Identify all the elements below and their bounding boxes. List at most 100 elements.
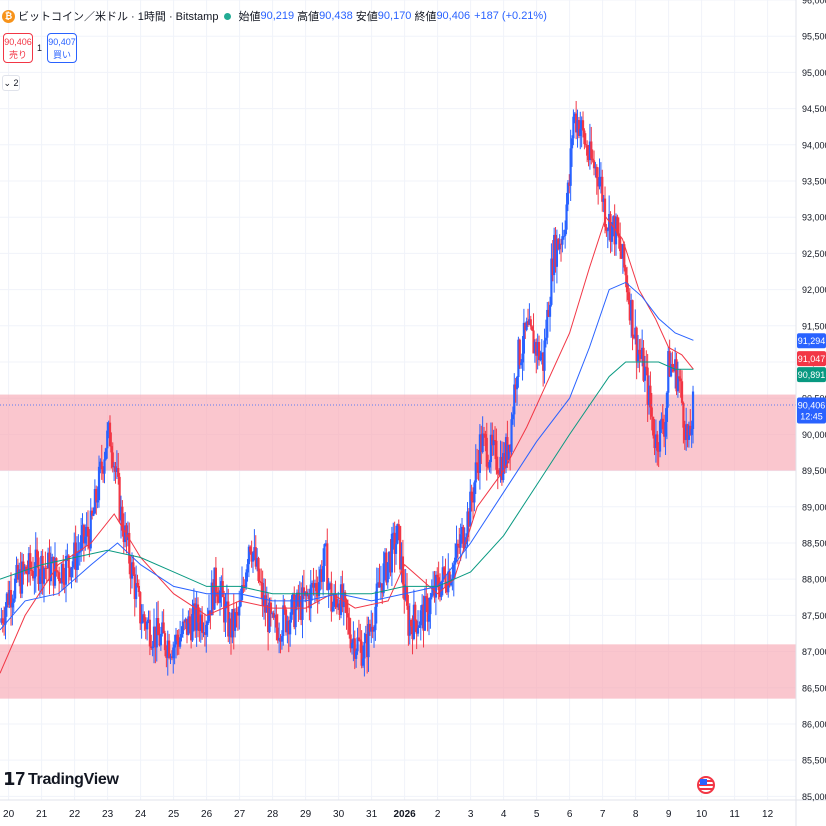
candle-body: [115, 468, 118, 472]
candle-body: [624, 267, 627, 276]
candle-body: [30, 569, 33, 571]
x-tick-label: 6: [567, 809, 573, 820]
candle-body: [154, 626, 157, 648]
candle-body: [540, 352, 543, 357]
candle-body: [484, 434, 487, 438]
candle-body: [353, 638, 356, 659]
candle-body: [85, 526, 88, 537]
x-tick-label: 10: [696, 809, 708, 820]
candle-body: [333, 593, 336, 607]
x-tick-label: 30: [333, 809, 345, 820]
candle-body: [518, 339, 521, 366]
candle-body: [580, 120, 583, 129]
candle-body: [129, 563, 132, 579]
candle-body: [118, 476, 121, 521]
us-flag-icon[interactable]: [697, 776, 715, 794]
candle-body: [235, 612, 238, 614]
candle-body: [181, 621, 184, 635]
candle-body: [502, 453, 505, 481]
candle-body: [209, 610, 212, 616]
sell-button[interactable]: 90,406 売り: [3, 33, 33, 63]
buy-button[interactable]: 90,407 買い: [47, 33, 77, 63]
candle-body: [628, 300, 631, 321]
x-tick-label: 12: [762, 809, 774, 820]
y-tick-label: 86,500: [802, 683, 826, 693]
symbol-title[interactable]: ビットコイン／米ドル · 1時間 · Bitstamp: [18, 11, 219, 23]
candle-body: [58, 572, 61, 582]
chart-header: ₿ ビットコイン／米ドル · 1時間 · Bitstamp 始値 90,219 高…: [0, 6, 547, 26]
x-tick-label: 4: [501, 809, 507, 820]
candle-body: [121, 506, 124, 531]
buy-label: 買い: [52, 50, 71, 60]
y-tick-label: 92,000: [802, 285, 826, 295]
candle-body: [455, 543, 458, 558]
candle-body: [203, 632, 206, 635]
candle-body: [438, 590, 442, 598]
candle-body: [22, 561, 25, 571]
candle-body: [140, 622, 143, 624]
candle-body: [78, 551, 81, 553]
indicators-toggle-button[interactable]: ⌄ 2: [2, 75, 20, 91]
candle-body: [364, 633, 367, 643]
candle-body: [96, 500, 99, 503]
y-tick-label: 93,000: [802, 213, 826, 223]
price-tag-label: 91,294: [798, 336, 826, 346]
candle-body: [605, 226, 608, 231]
tradingview-logo[interactable]: 𝟭7 TradingView: [3, 769, 119, 790]
candle-body: [163, 633, 167, 651]
candle-body: [264, 595, 267, 613]
candle-body: [114, 466, 117, 472]
candle-body: [379, 583, 382, 588]
candle-body: [166, 640, 169, 658]
candle-body: [547, 309, 550, 317]
candle-body: [213, 567, 216, 610]
candle-body: [492, 440, 495, 446]
y-tick-label: 92,500: [802, 249, 826, 259]
candle-body: [586, 145, 589, 156]
candle-body: [224, 604, 227, 623]
candle-body: [366, 633, 369, 658]
candle-body: [597, 178, 600, 187]
candle-body: [93, 489, 96, 514]
candle-body: [42, 567, 46, 584]
candle-body: [554, 234, 557, 267]
price-tag-label: 91,047: [798, 354, 826, 364]
candle-body: [498, 473, 501, 475]
candle-body: [493, 440, 497, 442]
x-tick-label: 5: [534, 809, 540, 820]
y-tick-label: 87,500: [802, 611, 826, 621]
candle-body: [99, 461, 102, 467]
x-tick-label: 7: [600, 809, 606, 820]
candle-body: [660, 418, 663, 422]
y-tick-label: 94,500: [802, 104, 826, 114]
candle-body: [4, 607, 7, 625]
candle-body: [110, 446, 113, 453]
y-tick-label: 95,500: [802, 32, 826, 42]
candle-body: [322, 566, 325, 582]
candle-body: [543, 340, 546, 371]
candle-body: [100, 461, 103, 470]
candle-body: [168, 640, 171, 658]
candle-body: [7, 593, 10, 605]
candle-body: [602, 198, 605, 202]
sell-label: 売り: [8, 50, 27, 60]
candle-body: [122, 530, 125, 543]
candle-body: [64, 556, 68, 585]
candle-body: [29, 553, 32, 570]
candle-body: [16, 564, 19, 580]
candle-body: [536, 342, 539, 356]
candle-body: [367, 623, 370, 658]
candle-body: [242, 585, 245, 587]
candle-body: [595, 166, 598, 179]
candle-body: [456, 543, 459, 546]
candle-body: [524, 322, 527, 330]
candle-body: [172, 647, 175, 659]
x-tick-label: 31: [366, 809, 378, 820]
candle-body: [399, 526, 402, 570]
candle-body: [654, 434, 658, 449]
y-tick-label: 86,000: [802, 719, 826, 729]
candle-body: [440, 582, 443, 598]
candle-body: [135, 583, 138, 600]
candle-body: [581, 120, 585, 131]
